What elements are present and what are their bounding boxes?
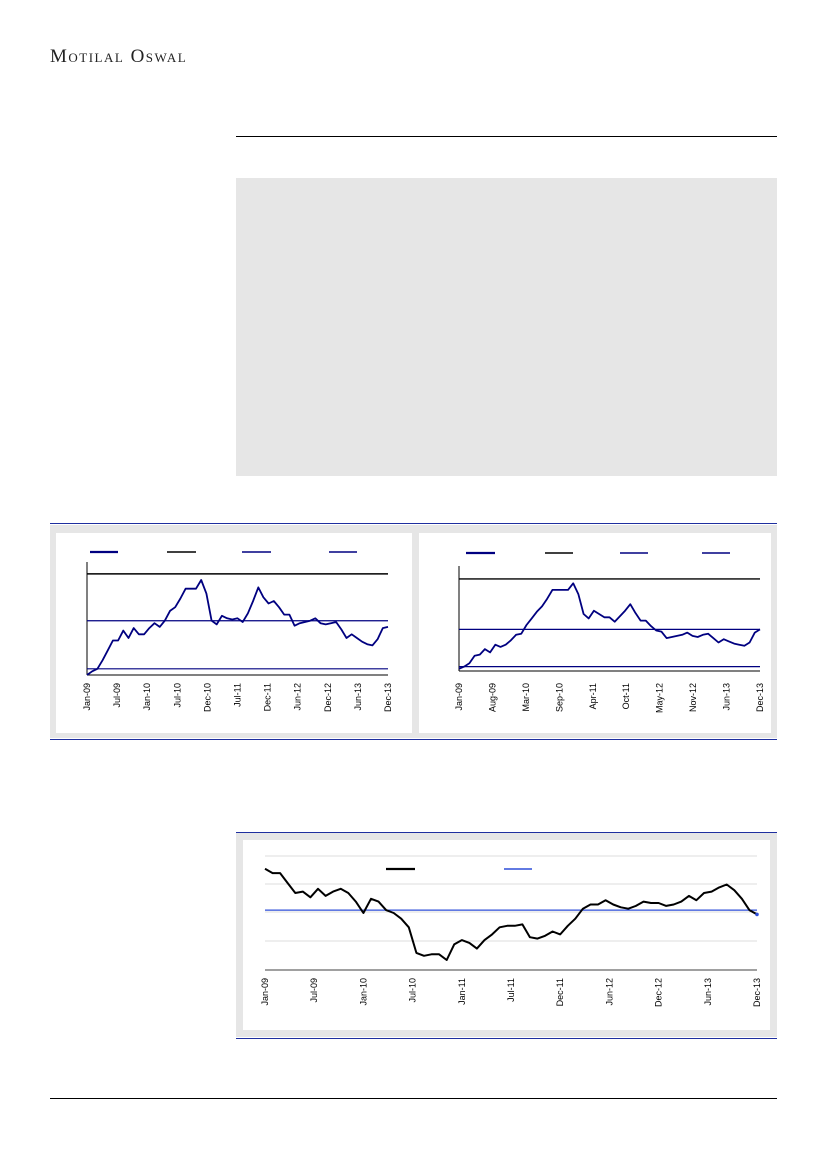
chart-1-x-tick-label: Jul-09: [112, 683, 122, 708]
chart-2-area: [419, 533, 771, 733]
chart-1-x-tick-label: Dec-10: [202, 683, 212, 712]
chart-1-x-tick-label: Dec-13: [383, 683, 393, 712]
chart-2-x-tick-label: Oct-11: [621, 683, 631, 709]
chart-1-x-tick-label: Jan-10: [142, 683, 152, 711]
chart-2-x-tick-label: Mar-10: [521, 683, 531, 712]
chart-3-last-point: [755, 912, 759, 917]
chart-3-x-tick-label: Jul-10: [408, 978, 418, 1003]
chart-3-x-tick-label: Jan-10: [358, 978, 368, 1006]
chart-3-x-tick-label: Jun-13: [703, 978, 713, 1006]
chart-1-area: [56, 533, 412, 733]
exhibit3-rule-top: [236, 832, 777, 833]
chart-3-x-tick-label: Jul-11: [506, 978, 516, 1002]
chart-2-x-tick-label: Nov-12: [688, 683, 698, 712]
chart-3-main-series: [264, 867, 758, 961]
chart-3-area: [243, 840, 770, 1030]
chart-3-x-tick-label: Jan-09: [260, 978, 270, 1006]
chart-2-x-tick-label: Apr-11: [588, 683, 598, 709]
exhibit-rule-bottom: [50, 739, 777, 740]
chart-2-x-tick-label: Jun-13: [722, 683, 732, 711]
chart-2-main-series: [458, 582, 761, 670]
chart-2-x-tick-label: Dec-13: [755, 683, 765, 712]
chart-1-x-tick-label: Jun-12: [293, 683, 303, 711]
footer-rule: [50, 1098, 777, 1099]
summary-box: [236, 178, 777, 476]
chart-1-x-tick-label: Jun-13: [353, 683, 363, 711]
chart-2-x-tick-label: Sep-10: [554, 683, 564, 712]
chart-1-main-series: [86, 579, 389, 676]
chart-1-x-tick-label: Dec-12: [323, 683, 333, 712]
chart-3-x-tick-label: Jan-11: [457, 978, 467, 1005]
chart-2-x-tick-label: May-12: [655, 683, 665, 713]
chart-2-x-tick-label: Aug-09: [487, 683, 497, 712]
chart-1-x-tick-label: Jan-09: [82, 683, 92, 711]
chart-1-x-tick-label: Dec-11: [263, 683, 273, 711]
chart-3-x-tick-label: Jun-12: [604, 978, 614, 1006]
chart-2-x-tick-label: Jan-09: [454, 683, 464, 711]
exhibit-rule-top: [50, 523, 777, 524]
chart-1-x-tick-label: Jul-10: [172, 683, 182, 708]
company-logo: Motilal Oswal: [50, 46, 188, 67]
exhibit3-rule-bottom: [236, 1038, 777, 1039]
chart-3-x-tick-label: Jul-09: [309, 978, 319, 1003]
chart-1-x-tick-label: Jul-11: [233, 683, 243, 707]
chart-3-x-tick-label: Dec-11: [555, 978, 565, 1006]
chart-3-x-tick-label: Dec-13: [752, 978, 762, 1007]
section-rule-top: [236, 136, 777, 137]
chart-3-x-tick-label: Dec-12: [654, 978, 664, 1007]
